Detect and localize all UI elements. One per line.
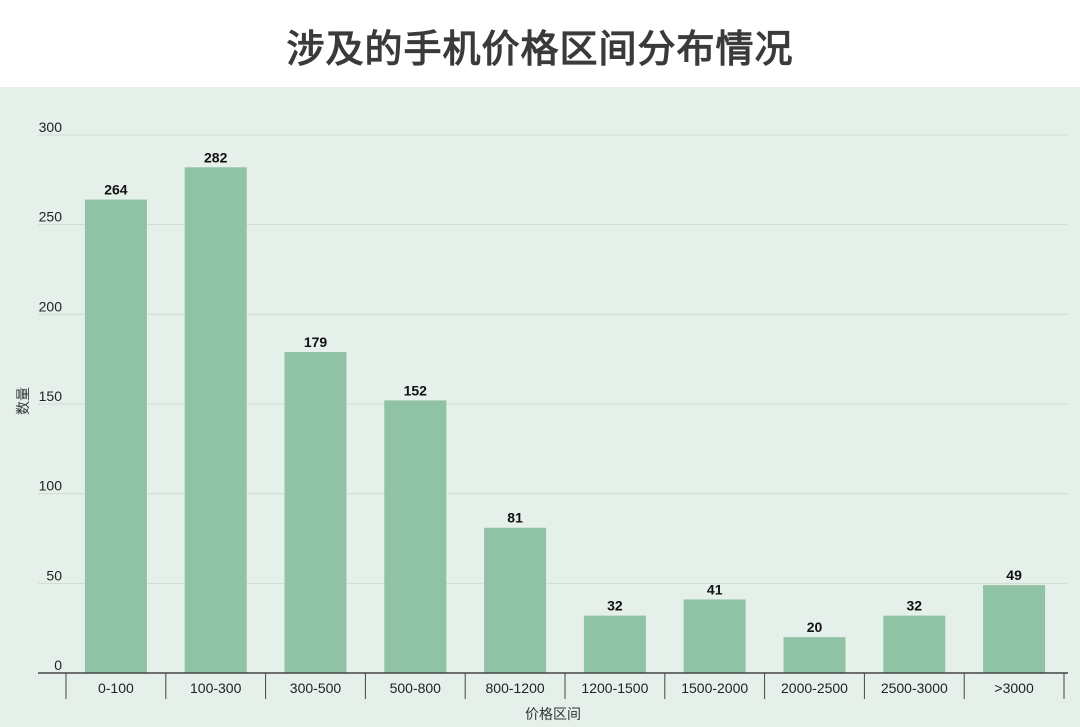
x-tick-label: 1500-2000 xyxy=(681,680,748,696)
bar-data-label: 20 xyxy=(807,619,823,635)
x-tick-label: 500-800 xyxy=(390,680,442,696)
bar xyxy=(284,351,347,673)
y-tick-label: 150 xyxy=(39,388,63,404)
bar xyxy=(184,167,247,673)
bar-data-label: 81 xyxy=(507,510,523,526)
x-tick-label: >3000 xyxy=(994,680,1034,696)
y-tick-label: 250 xyxy=(39,209,63,225)
y-tick-label: 0 xyxy=(54,657,62,673)
bar-chart: 0 50 100 150 200 250 300 264 0-100 282 100-300 179 3… xyxy=(0,87,1080,727)
bar xyxy=(883,615,946,673)
bar-data-label: 41 xyxy=(707,581,723,597)
bar-data-label: 264 xyxy=(104,182,128,198)
bar xyxy=(683,599,746,673)
bar xyxy=(783,637,846,673)
x-tick-label: 800-1200 xyxy=(486,680,545,696)
y-axis-title: 数量 xyxy=(16,387,32,415)
x-tick-label: 1200-1500 xyxy=(581,680,648,696)
x-tick-label: 2000-2500 xyxy=(781,680,848,696)
y-tick-label: 50 xyxy=(46,567,62,583)
bar xyxy=(84,199,147,673)
bar xyxy=(983,585,1046,673)
x-tick-label: 2500-3000 xyxy=(881,680,948,696)
y-tick-label: 300 xyxy=(39,119,63,135)
x-tick-label: 100-300 xyxy=(190,680,242,696)
bar-data-label: 49 xyxy=(1006,567,1022,583)
bar-data-label: 152 xyxy=(404,382,428,398)
bar xyxy=(484,527,547,673)
plot-area: 0 50 100 150 200 250 300 264 0-100 282 100-300 179 3… xyxy=(0,87,1080,727)
bar-data-label: 179 xyxy=(304,334,328,350)
bar xyxy=(384,400,447,673)
x-tick-label: 300-500 xyxy=(290,680,342,696)
bar-data-label: 282 xyxy=(204,149,228,165)
y-tick-label: 100 xyxy=(39,478,63,494)
bar xyxy=(583,615,646,673)
x-tick-label: 0-100 xyxy=(98,680,134,696)
bar-data-label: 32 xyxy=(907,598,923,614)
x-axis-title: 价格区间 xyxy=(525,707,581,723)
y-tick-label: 200 xyxy=(39,298,63,314)
bar-data-label: 32 xyxy=(607,598,623,614)
chart-title: 涉及的手机价格区间分布情况 xyxy=(286,27,794,71)
